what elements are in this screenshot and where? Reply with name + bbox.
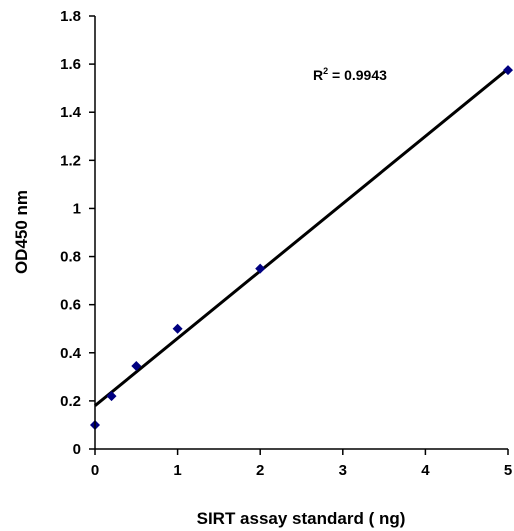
x-tick-label: 1	[173, 462, 181, 479]
trendline	[94, 67, 509, 407]
x-axis-title: SIRT assay standard ( ng)	[197, 509, 406, 528]
x-tick-label: 0	[91, 462, 99, 479]
x-tick-label: 5	[504, 462, 512, 479]
x-tick-label: 4	[421, 462, 430, 479]
r-squared-value: = 0.9943	[328, 67, 387, 83]
r-squared-label: R	[313, 67, 323, 83]
x-axis-ticks: 0 1 2 3 4 5	[91, 449, 512, 479]
r-squared-superscript: 2	[323, 66, 328, 76]
data-point-marker	[131, 361, 142, 372]
y-tick-label: 1	[73, 200, 81, 217]
y-tick-label: 1.8	[60, 8, 81, 25]
data-point-marker	[172, 323, 183, 334]
y-axis-ticks: 0 0.2 0.4 0.6 0.8 1 1.2 1.4 1.6 1.8	[60, 8, 95, 458]
data-points	[90, 65, 513, 430]
x-tick-label: 2	[256, 462, 264, 479]
plot-area: 0 0.2 0.4 0.6 0.8 1 1.2 1.4 1.6 1.8 0 1 2 3 4 5	[60, 8, 513, 479]
data-point-marker	[255, 263, 266, 274]
y-tick-label: 0.4	[60, 345, 82, 362]
data-point-marker	[503, 65, 513, 76]
y-axis-title: OD450 nm	[12, 190, 31, 274]
data-point-marker	[106, 391, 117, 402]
y-tick-label: 1.6	[60, 56, 81, 73]
r-squared-annotation: R2 = 0.9943	[313, 66, 387, 83]
y-tick-label: 1.4	[60, 104, 82, 121]
y-tick-label: 1.2	[60, 152, 81, 169]
y-tick-label: 0	[73, 441, 81, 458]
y-tick-label: 0.2	[60, 393, 81, 410]
y-tick-label: 0.8	[60, 249, 81, 266]
x-tick-label: 3	[339, 462, 347, 479]
y-tick-label: 0.6	[60, 297, 81, 314]
